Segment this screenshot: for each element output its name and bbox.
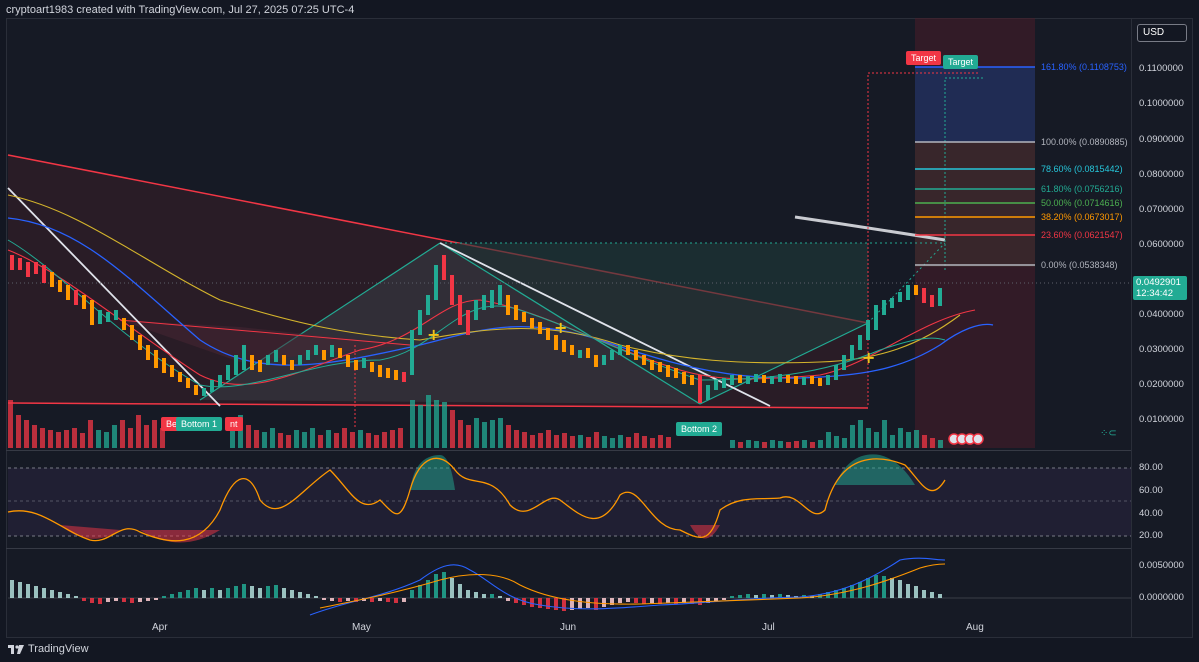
rsi-band [8, 468, 1131, 536]
target-label-green: Target [943, 55, 979, 69]
rsi-tick: 80.00 [1139, 462, 1163, 473]
fib-label-0: 0.00% (0.0538348) [1041, 260, 1118, 270]
fib-label-1618: 161.80% (0.1108753) [1041, 62, 1127, 72]
currency-button[interactable]: USD [1137, 24, 1187, 42]
price-tick: 0.0700000 [1139, 204, 1184, 215]
pane-separator-rsi[interactable] [6, 450, 1131, 451]
fib-label-50: 50.00% (0.0714616) [1041, 198, 1123, 208]
macd-tick: 0.0000000 [1139, 592, 1184, 603]
candles [10, 255, 942, 403]
macd-signal-line [319, 563, 946, 609]
event-flags-icon [948, 433, 984, 445]
fib-label-236: 23.60% (0.0621547) [1041, 230, 1123, 240]
price-tick: 0.0900000 [1139, 134, 1184, 145]
trendline-1 [7, 187, 221, 407]
price-tick: 0.0300000 [1139, 344, 1184, 355]
trendline-2 [439, 242, 771, 407]
fib-zone-blue [915, 67, 1035, 142]
bottom-1-partial-label-right: nt [225, 417, 243, 431]
bar-countdown: 12:34:42 [1136, 288, 1173, 299]
macd-line [309, 557, 946, 616]
brand-name: TradingView [28, 643, 89, 655]
svg-text:+: + [862, 348, 875, 367]
price-tick: 0.0100000 [1139, 414, 1184, 425]
tradingview-logo[interactable]: TradingView [8, 643, 89, 655]
price-axis-border [1131, 18, 1132, 638]
rsi-tick: 60.00 [1139, 485, 1163, 496]
time-tick: May [352, 622, 371, 633]
bottom-1-label: Bottom 1 [176, 417, 223, 431]
fib-label-382: 38.20% (0.0673017) [1041, 212, 1123, 222]
projection-curve [794, 215, 946, 242]
price-tick: 0.0600000 [1139, 239, 1184, 250]
rsi-tick: 20.00 [1139, 530, 1163, 541]
price-tick: 0.1000000 [1139, 98, 1184, 109]
time-tick: Apr [152, 622, 168, 633]
time-tick: Jun [560, 622, 577, 633]
pane-separator-macd[interactable] [6, 548, 1131, 549]
svg-text:+: + [554, 318, 567, 337]
rsi-tick: 40.00 [1139, 508, 1163, 519]
fib-label-618: 61.80% (0.0756216) [1041, 184, 1123, 194]
macd-histogram [10, 572, 942, 611]
macd-tick: 0.0050000 [1139, 560, 1184, 571]
price-tick: 0.1100000 [1139, 63, 1184, 74]
target-label-red: Target [906, 51, 942, 65]
fib-label-100: 100.00% (0.0890885) [1041, 137, 1128, 147]
rsi-line [7, 457, 946, 542]
svg-text:+: + [427, 325, 440, 344]
price-tick: 0.0400000 [1139, 309, 1184, 320]
price-tick: 0.0200000 [1139, 379, 1184, 390]
time-tick: Aug [966, 622, 984, 633]
last-price-label: 0.0492901 12:34:42 [1133, 276, 1187, 300]
time-tick: Jul [762, 622, 775, 633]
settings-icon: ⁘⊂ [1100, 428, 1117, 439]
volume-bars [8, 395, 943, 448]
chart-attribution: cryptoart1983 created with TradingView.c… [6, 4, 355, 16]
price-tick: 0.0800000 [1139, 169, 1184, 180]
fib-zone-mid [915, 142, 1035, 267]
fib-label-786: 78.60% (0.0815442) [1041, 164, 1123, 174]
last-price-value: 0.0492901 [1136, 277, 1181, 288]
bottom-2-label: Bottom 2 [676, 422, 723, 436]
tradingview-icon [8, 644, 24, 654]
